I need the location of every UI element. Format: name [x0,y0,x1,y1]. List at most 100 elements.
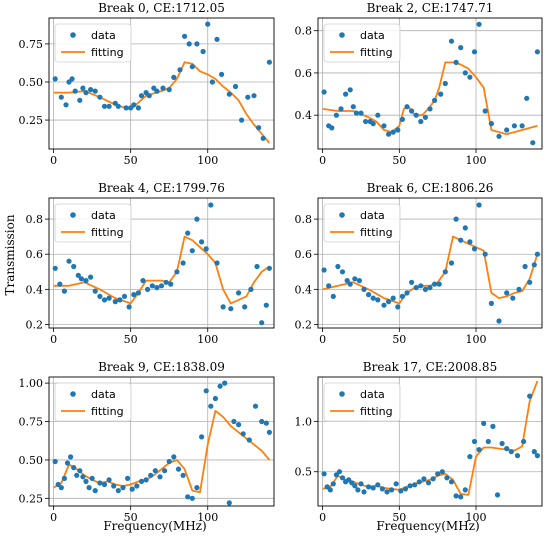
data-point [527,279,533,285]
data-point [226,91,232,97]
data-point [358,110,364,116]
data-point [514,453,521,459]
data-point [448,479,455,485]
legend: data fitting [54,203,132,243]
data-point [321,89,327,95]
data-point [435,471,441,477]
data-point [321,267,327,273]
data-point [143,477,149,483]
subplot-2: Break 4, CE:1799.76 0 50 100 0.2 0.4 0.6 0.8 dat… [26,181,275,346]
data-point [145,286,151,292]
data-point [66,258,72,264]
data-point [384,489,390,495]
data-point [534,251,541,257]
x-tick-label: 50 [392,154,406,167]
data-point [209,79,215,85]
data-point [226,500,232,506]
data-point [395,304,401,310]
data-point [208,403,214,409]
data-point [453,493,459,499]
data-point [112,299,118,305]
legend-fitting-label: fitting [91,226,124,239]
data-point [462,225,468,231]
plot-area [321,202,541,324]
subplot-5: Break 17, CE:2008.85 0 50 100 0.5 1.0 data fitt… [295,360,543,524]
data-point [462,487,468,493]
data-point [453,216,459,222]
y-tick-label: 1.0 [295,415,313,428]
data-point [189,64,195,70]
data-point [402,486,409,492]
data-point [496,133,502,139]
fitting-line [53,61,271,144]
legend-data-marker [339,212,345,218]
data-point [462,70,468,76]
data-point [69,76,75,82]
data-point [171,454,177,460]
data-point [375,112,381,118]
x-tick-label: 0 [50,511,57,524]
data-point [534,453,541,459]
data-point [97,480,103,486]
data-point [326,283,332,289]
data-point [236,290,242,296]
plot-area [321,21,541,146]
data-point [407,483,413,489]
data-point [358,481,364,487]
data-point [177,67,183,73]
data-point [135,105,141,111]
data-point [160,85,166,91]
data-point [436,281,442,287]
data-point [366,484,372,490]
data-point [200,48,206,55]
data-point [361,286,367,292]
y-tick-label: 0.5 [295,466,313,479]
data-point [329,125,335,131]
legend-fitting-label: fitting [360,226,393,239]
data-point [471,246,478,252]
data-point [239,117,245,123]
data-point [427,285,433,291]
data-point [166,458,172,465]
data-point [471,438,478,445]
data-point [386,131,392,137]
data-point [157,474,163,480]
data-point [530,140,536,146]
data-point [131,292,137,298]
data-point [163,279,169,285]
data-point [58,485,64,491]
x-tick-label: 0 [50,154,57,167]
subplot-title: Break 4, CE:1799.76 [98,181,225,195]
data-point [432,281,438,287]
legend: data fitting [323,23,401,63]
data-point [395,127,401,133]
data-point [182,33,188,39]
data-point [134,483,140,489]
axes-frame [317,17,543,150]
data-point [438,91,444,97]
data-point [121,293,128,299]
y-tick-label: 0.4 [295,283,313,296]
x-axis-label-right: Frequency(MHz) [376,519,479,533]
data-point [115,488,121,494]
data-point [97,293,103,299]
data-point [409,108,415,114]
data-point [370,485,376,491]
data-point [52,458,58,465]
data-point [531,262,537,268]
data-point [504,446,510,452]
y-tick-label: 0.2 [26,318,44,331]
data-point [458,494,464,500]
data-point [168,281,174,287]
data-point [335,263,341,270]
data-point [481,420,487,426]
data-point [185,230,191,236]
data-point [203,388,209,394]
data-point [350,104,356,110]
data-point [344,278,350,284]
y-tick-label: 0.8 [295,213,313,226]
fitting-line [53,235,270,305]
data-point [117,297,123,303]
y-tick-label: 0.50 [19,454,44,467]
data-point [129,486,135,492]
